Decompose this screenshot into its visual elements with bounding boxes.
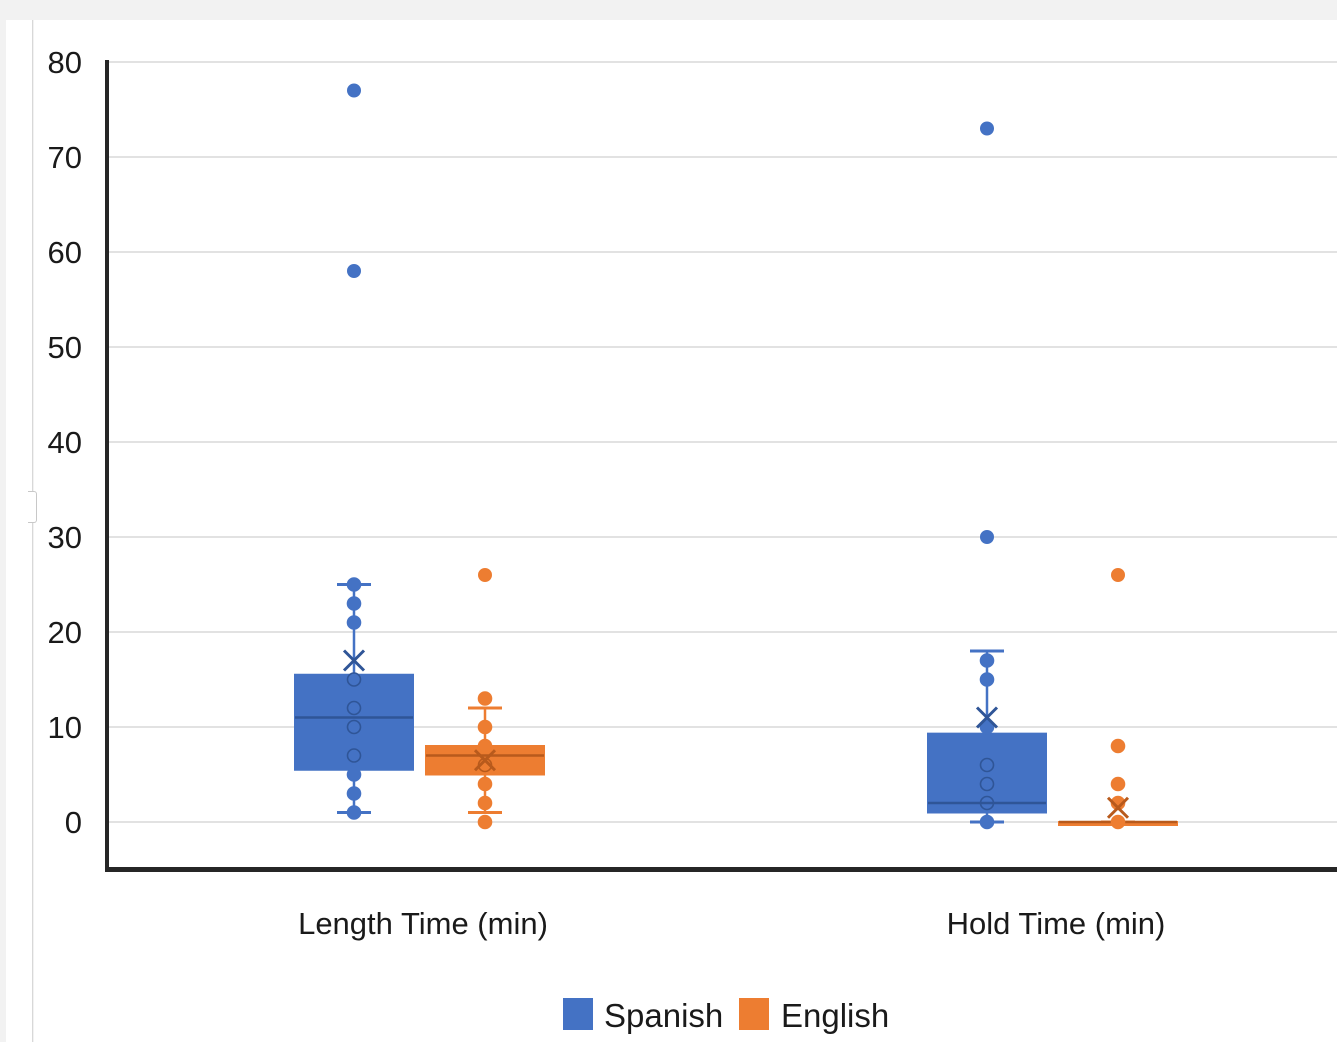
legend-label-spanish: Spanish [604,997,723,1034]
y-tick-label-40: 40 [48,425,82,460]
data-point [979,776,995,792]
outlier-point [980,530,994,544]
mean-marker [342,649,366,672]
data-point [346,719,362,735]
mean-marker [473,749,497,772]
y-tick-label-80: 80 [48,45,82,80]
y-tick-label-30: 30 [48,520,82,555]
category-label: Length Time (min) [298,906,548,941]
axes [105,60,1337,872]
data-point [979,814,995,830]
data-point [979,653,995,668]
data-point [477,691,493,706]
category-label: Hold Time (min) [947,906,1166,941]
outlier-point [347,83,361,98]
data-point [346,700,362,716]
box-english-2 [1058,568,1178,830]
box-english-1 [425,568,545,830]
outlier-point [478,568,492,582]
data-point [346,672,362,687]
box-spanish-2 [927,121,1047,830]
mean-marker [1106,796,1130,819]
data-point [477,814,493,830]
data-point [346,577,362,592]
y-tick-label-0: 0 [65,805,82,840]
iqr-box [294,673,414,771]
data-point [477,795,493,811]
category-labels: Length Time (min) Hold Time (min) [298,906,1165,941]
iqr-box [927,732,1047,814]
data-point [477,776,493,792]
legend-label-english: English [781,997,889,1034]
data-point [346,767,362,782]
data-point [1110,814,1126,830]
data-point [1110,738,1126,754]
y-tick-label-70: 70 [48,140,82,175]
outlier-point [1111,568,1125,582]
left-gutter [6,20,33,1042]
data-point [979,757,995,773]
mean-marker [975,706,999,729]
gridlines [107,61,1337,823]
data-point [979,672,995,687]
data-point [979,795,995,811]
y-tick-label-60: 60 [48,235,82,270]
boxes [294,83,1178,830]
data-point [1110,776,1126,792]
data-point [346,786,362,801]
legend[interactable]: Spanish English [563,997,889,1034]
data-point [979,719,995,735]
y-tick-label-50: 50 [48,330,82,365]
data-point [477,738,493,754]
box-spanish-1 [294,83,414,820]
data-point [477,719,493,735]
y-axis-tick-labels: 0 10 20 30 40 50 60 70 80 [48,45,82,840]
data-point [346,615,362,630]
data-point [346,596,362,611]
y-tick-label-20: 20 [48,615,82,650]
data-point [346,805,362,820]
resize-handle[interactable] [28,491,37,523]
legend-swatch-english [739,998,769,1030]
legend-swatch-spanish [563,998,593,1030]
y-tick-label-10: 10 [48,710,82,745]
data-point [346,748,362,763]
outlier-point [980,121,994,136]
outlier-point [347,264,361,278]
